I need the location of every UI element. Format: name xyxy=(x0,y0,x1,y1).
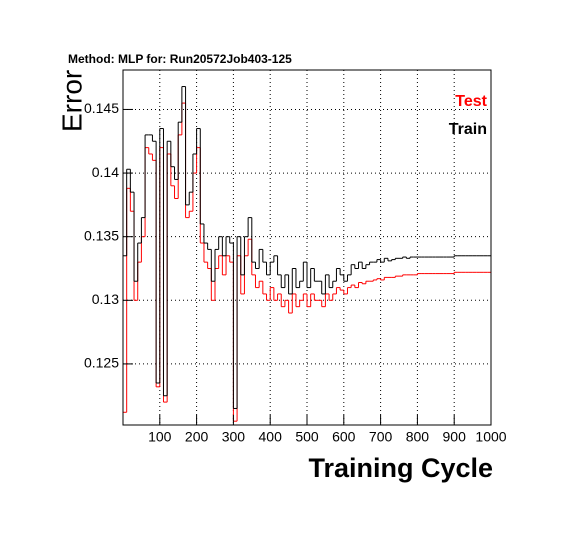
chart-title: Method: MLP for: Run20572Job403-125 xyxy=(68,52,292,66)
x-tick-label: 900 xyxy=(443,429,467,445)
x-axis-label: Training Cycle xyxy=(308,453,493,483)
x-tick-label: 1000 xyxy=(475,429,506,445)
x-tick-label: 200 xyxy=(185,429,209,445)
plot-area xyxy=(123,86,491,422)
y-tick-label: 0.14 xyxy=(92,164,119,180)
legend-label: Test xyxy=(455,93,487,110)
y-tick-label: 0.145 xyxy=(84,100,119,116)
y-tick-label: 0.135 xyxy=(84,227,119,243)
x-tick-label: 500 xyxy=(295,429,319,445)
x-tick-label: 400 xyxy=(259,429,283,445)
y-tick-label: 0.125 xyxy=(84,355,119,371)
x-tick-label: 300 xyxy=(222,429,246,445)
x-tick-label: 800 xyxy=(406,429,430,445)
axes: 0.125 0.13 0.135 0.14 0.145 100 200 300 400 500 60… xyxy=(84,100,507,445)
y-tick-label: 0.13 xyxy=(92,291,119,307)
x-tick-label: 700 xyxy=(369,429,393,445)
x-tick-label: 100 xyxy=(148,429,172,445)
legend-label: Train xyxy=(449,121,487,138)
legend: Test Train xyxy=(449,93,488,138)
y-axis-label: Error xyxy=(56,70,87,132)
x-tick-label: 600 xyxy=(332,429,356,445)
